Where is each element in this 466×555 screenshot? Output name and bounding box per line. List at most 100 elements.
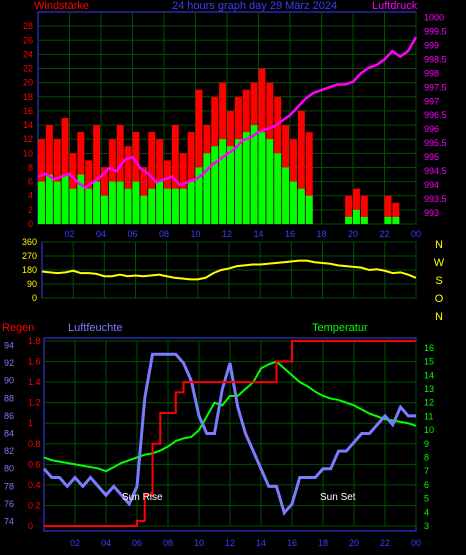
pressure-y-tick-label: 999.5 — [424, 27, 447, 37]
wind-speed-bar — [61, 174, 69, 224]
temperature-y-tick-label: 3 — [424, 521, 429, 531]
humidity-y-tick-label: 74 — [4, 517, 14, 527]
rain-y-tick-label: 1.6 — [28, 357, 41, 367]
wind-x-tick-label: 18 — [316, 229, 326, 239]
temperature-y-tick-label: 5 — [424, 494, 429, 504]
wind-gust-bar — [93, 125, 101, 224]
wind-y-tick-label: 28 — [23, 21, 33, 31]
lower-x-tick-label: 02 — [70, 538, 80, 548]
wind-gust-bar — [179, 153, 187, 224]
wind-speed-bar — [179, 188, 187, 224]
temperature-y-tick-label: 14 — [424, 370, 434, 380]
wind-gust-bar — [384, 195, 392, 224]
rain-y-tick-label: 0.2 — [28, 500, 41, 510]
pressure-y-tick-label: 998.5 — [424, 54, 447, 64]
humidity-y-tick-label: 94 — [4, 340, 14, 350]
lower-x-tick-label: 10 — [194, 538, 204, 548]
lower-x-tick-label: 16 — [287, 538, 297, 548]
wind-speed-bar — [77, 174, 85, 224]
lower-x-tick-label: 00 — [411, 538, 421, 548]
wind-gust-bar — [360, 195, 368, 224]
wind-x-tick-label: 04 — [96, 229, 106, 239]
pressure-y-tick-label: 997.5 — [424, 82, 447, 92]
pressure-y-tick-label: 997 — [424, 96, 439, 106]
wind-x-tick-label: 20 — [348, 229, 358, 239]
wind-gust-bar — [124, 146, 132, 224]
lower-x-tick-label: 06 — [132, 538, 142, 548]
lower-x-tick-label: 12 — [225, 538, 235, 548]
wind-speed-bar — [203, 153, 211, 224]
lower-x-tick-label: 08 — [163, 538, 173, 548]
direction-compass-label: O — [435, 293, 444, 305]
wind-x-tick-label: 10 — [190, 229, 200, 239]
wind-gust-bar — [132, 132, 140, 224]
wind-x-tick-label: 12 — [222, 229, 232, 239]
wind-y-tick-label: 24 — [23, 49, 33, 59]
pressure-series-line — [37, 36, 418, 190]
lower-x-tick-label: 04 — [101, 538, 111, 548]
wind-speed-bar — [101, 195, 108, 224]
rain-humidity-temp-panel: 747678808284868890929400.20.40.60.811.21… — [4, 336, 434, 548]
pressure-y-tick-label: 999 — [424, 40, 439, 50]
humidity-y-tick-label: 80 — [4, 464, 14, 474]
wind-x-tick-label: 00 — [411, 229, 421, 239]
pressure-axis-title: Luftdruck — [372, 0, 418, 12]
temperature-y-tick-label: 13 — [424, 384, 434, 394]
temperature-y-tick-label: 11 — [424, 411, 433, 421]
wind-speed-bar — [108, 181, 116, 224]
wind-gust-bar — [69, 153, 77, 224]
temperature-y-tick-label: 7 — [424, 466, 429, 476]
wind-speed-bar — [85, 188, 93, 224]
wind-speed-bar — [250, 125, 258, 224]
rain-y-tick-label: 0 — [28, 521, 33, 531]
wind-gust-bar — [61, 118, 69, 224]
wind-gust-bar — [45, 125, 53, 224]
humidity-y-tick-label: 76 — [4, 499, 14, 509]
pressure-y-tick-label: 993 — [424, 208, 439, 218]
wind-y-tick-label: 8 — [28, 162, 33, 172]
temperature-series-line — [43, 360, 417, 473]
wind-speed-bar — [53, 181, 61, 224]
rain-y-tick-label: 1.2 — [28, 398, 41, 408]
wind-gust-bar — [305, 132, 313, 224]
wind-speed-bar — [195, 167, 203, 224]
lower-y-tick-labels: 747678808284868890929400.20.40.60.811.21… — [4, 336, 434, 531]
pressure-y-tick-label: 995 — [424, 152, 439, 162]
wind-gust-bar — [345, 195, 353, 224]
wind-speed-bar — [132, 181, 140, 224]
humidity-y-tick-label: 78 — [4, 481, 14, 491]
wind-speed-bar — [258, 132, 266, 224]
wind-gust-bar — [195, 89, 203, 224]
pressure-y-tick-labels: 993 993.5 994 994.5 995 995.5 996 996.5 997 997.5… — [424, 13, 447, 218]
direction-compass-label: N — [435, 311, 443, 323]
wind-gust-bar — [353, 188, 360, 224]
wind-speed-bar — [384, 216, 392, 224]
lower-x-tick-label: 18 — [318, 538, 328, 548]
wind-y-tick-label: 16 — [23, 106, 33, 116]
sunset-annotation: Sun Set — [320, 492, 356, 503]
wind-speed-bar — [124, 188, 132, 224]
wind-gust-bar — [392, 202, 400, 224]
wind-x-tick-label: 08 — [159, 229, 169, 239]
wind-y-tick-label: 4 — [28, 191, 33, 201]
wind-speed-bar — [353, 209, 360, 224]
pressure-y-tick-label: 994 — [424, 180, 439, 190]
wind-speed-bar — [148, 188, 156, 224]
humidity-series-line — [42, 352, 416, 516]
wind-x-tick-label: 02 — [64, 229, 74, 239]
wind-speed-bar — [297, 188, 305, 224]
temperature-axis-title: Temperatur — [312, 322, 368, 334]
pressure-y-tick-label: 1000 — [424, 13, 444, 23]
humidity-y-tick-label: 82 — [4, 446, 14, 456]
rain-series-line — [44, 340, 416, 527]
wind-y-tick-label: 0 — [28, 219, 33, 229]
wind-speed-bar — [234, 139, 242, 224]
wind-x-tick-labels: 02 04 06 08 10 12 14 16 18 20 22 00 — [64, 229, 421, 239]
wind-gust-bar — [297, 110, 305, 224]
direction-series-line — [41, 259, 417, 281]
humidity-y-tick-label: 86 — [4, 411, 14, 421]
wind-speed-bar — [360, 216, 368, 224]
